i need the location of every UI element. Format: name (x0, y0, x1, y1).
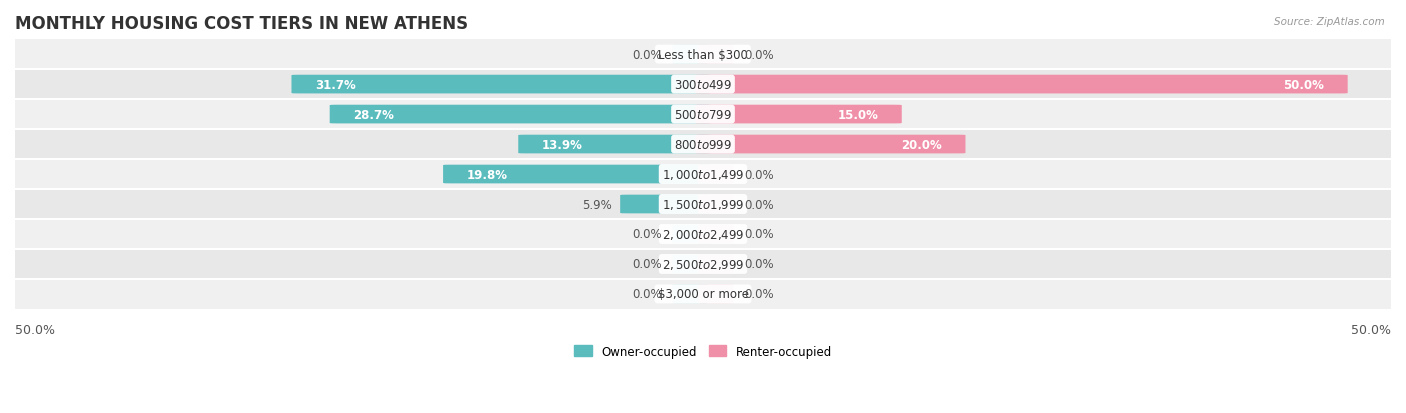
Text: 50.0%: 50.0% (1351, 324, 1391, 337)
Bar (15, 130, 1391, 160)
Text: 0.0%: 0.0% (744, 288, 775, 301)
Text: $2,000 to $2,499: $2,000 to $2,499 (662, 228, 744, 241)
Legend: Owner-occupied, Renter-occupied: Owner-occupied, Renter-occupied (569, 340, 837, 363)
Text: 0.0%: 0.0% (744, 258, 775, 271)
Text: $1,500 to $1,999: $1,500 to $1,999 (662, 197, 744, 211)
Text: 0.0%: 0.0% (744, 198, 775, 211)
Text: $500 to $799: $500 to $799 (673, 108, 733, 121)
Text: 0.0%: 0.0% (631, 228, 662, 241)
Text: Less than $300: Less than $300 (658, 48, 748, 62)
FancyBboxPatch shape (697, 285, 734, 304)
Bar (15, 100, 1391, 130)
Text: 50.0%: 50.0% (1284, 78, 1324, 91)
FancyBboxPatch shape (672, 46, 709, 64)
FancyBboxPatch shape (696, 105, 901, 124)
Bar (15, 160, 1391, 190)
FancyBboxPatch shape (696, 135, 966, 154)
Text: 0.0%: 0.0% (744, 48, 775, 62)
Bar (15, 70, 1391, 100)
Bar (15, 249, 1391, 279)
FancyBboxPatch shape (697, 195, 734, 214)
FancyBboxPatch shape (291, 76, 710, 94)
FancyBboxPatch shape (519, 135, 710, 154)
Text: 0.0%: 0.0% (631, 288, 662, 301)
Text: 31.7%: 31.7% (315, 78, 356, 91)
Text: 28.7%: 28.7% (353, 108, 394, 121)
Text: 0.0%: 0.0% (631, 258, 662, 271)
Bar (15, 279, 1391, 309)
Text: 0.0%: 0.0% (744, 168, 775, 181)
Text: 13.9%: 13.9% (541, 138, 582, 151)
FancyBboxPatch shape (672, 225, 709, 244)
FancyBboxPatch shape (672, 255, 709, 273)
Text: 15.0%: 15.0% (838, 108, 879, 121)
Text: 5.9%: 5.9% (582, 198, 612, 211)
FancyBboxPatch shape (697, 225, 734, 244)
FancyBboxPatch shape (329, 105, 710, 124)
Text: 0.0%: 0.0% (744, 228, 775, 241)
FancyBboxPatch shape (620, 195, 710, 214)
Text: 20.0%: 20.0% (901, 138, 942, 151)
FancyBboxPatch shape (672, 285, 709, 304)
Text: $2,500 to $2,999: $2,500 to $2,999 (662, 257, 744, 271)
Bar (15, 40, 1391, 70)
Text: $800 to $999: $800 to $999 (673, 138, 733, 151)
Text: 0.0%: 0.0% (631, 48, 662, 62)
FancyBboxPatch shape (697, 165, 734, 184)
FancyBboxPatch shape (697, 46, 734, 64)
Text: $3,000 or more: $3,000 or more (658, 288, 748, 301)
Text: $1,000 to $1,499: $1,000 to $1,499 (662, 168, 744, 182)
Bar (15, 190, 1391, 219)
FancyBboxPatch shape (443, 165, 710, 184)
FancyBboxPatch shape (697, 255, 734, 273)
Bar (15, 219, 1391, 249)
FancyBboxPatch shape (696, 76, 1348, 94)
Text: $300 to $499: $300 to $499 (673, 78, 733, 91)
Text: 50.0%: 50.0% (15, 324, 55, 337)
Text: Source: ZipAtlas.com: Source: ZipAtlas.com (1274, 17, 1385, 26)
Text: 19.8%: 19.8% (467, 168, 508, 181)
Text: MONTHLY HOUSING COST TIERS IN NEW ATHENS: MONTHLY HOUSING COST TIERS IN NEW ATHENS (15, 15, 468, 33)
